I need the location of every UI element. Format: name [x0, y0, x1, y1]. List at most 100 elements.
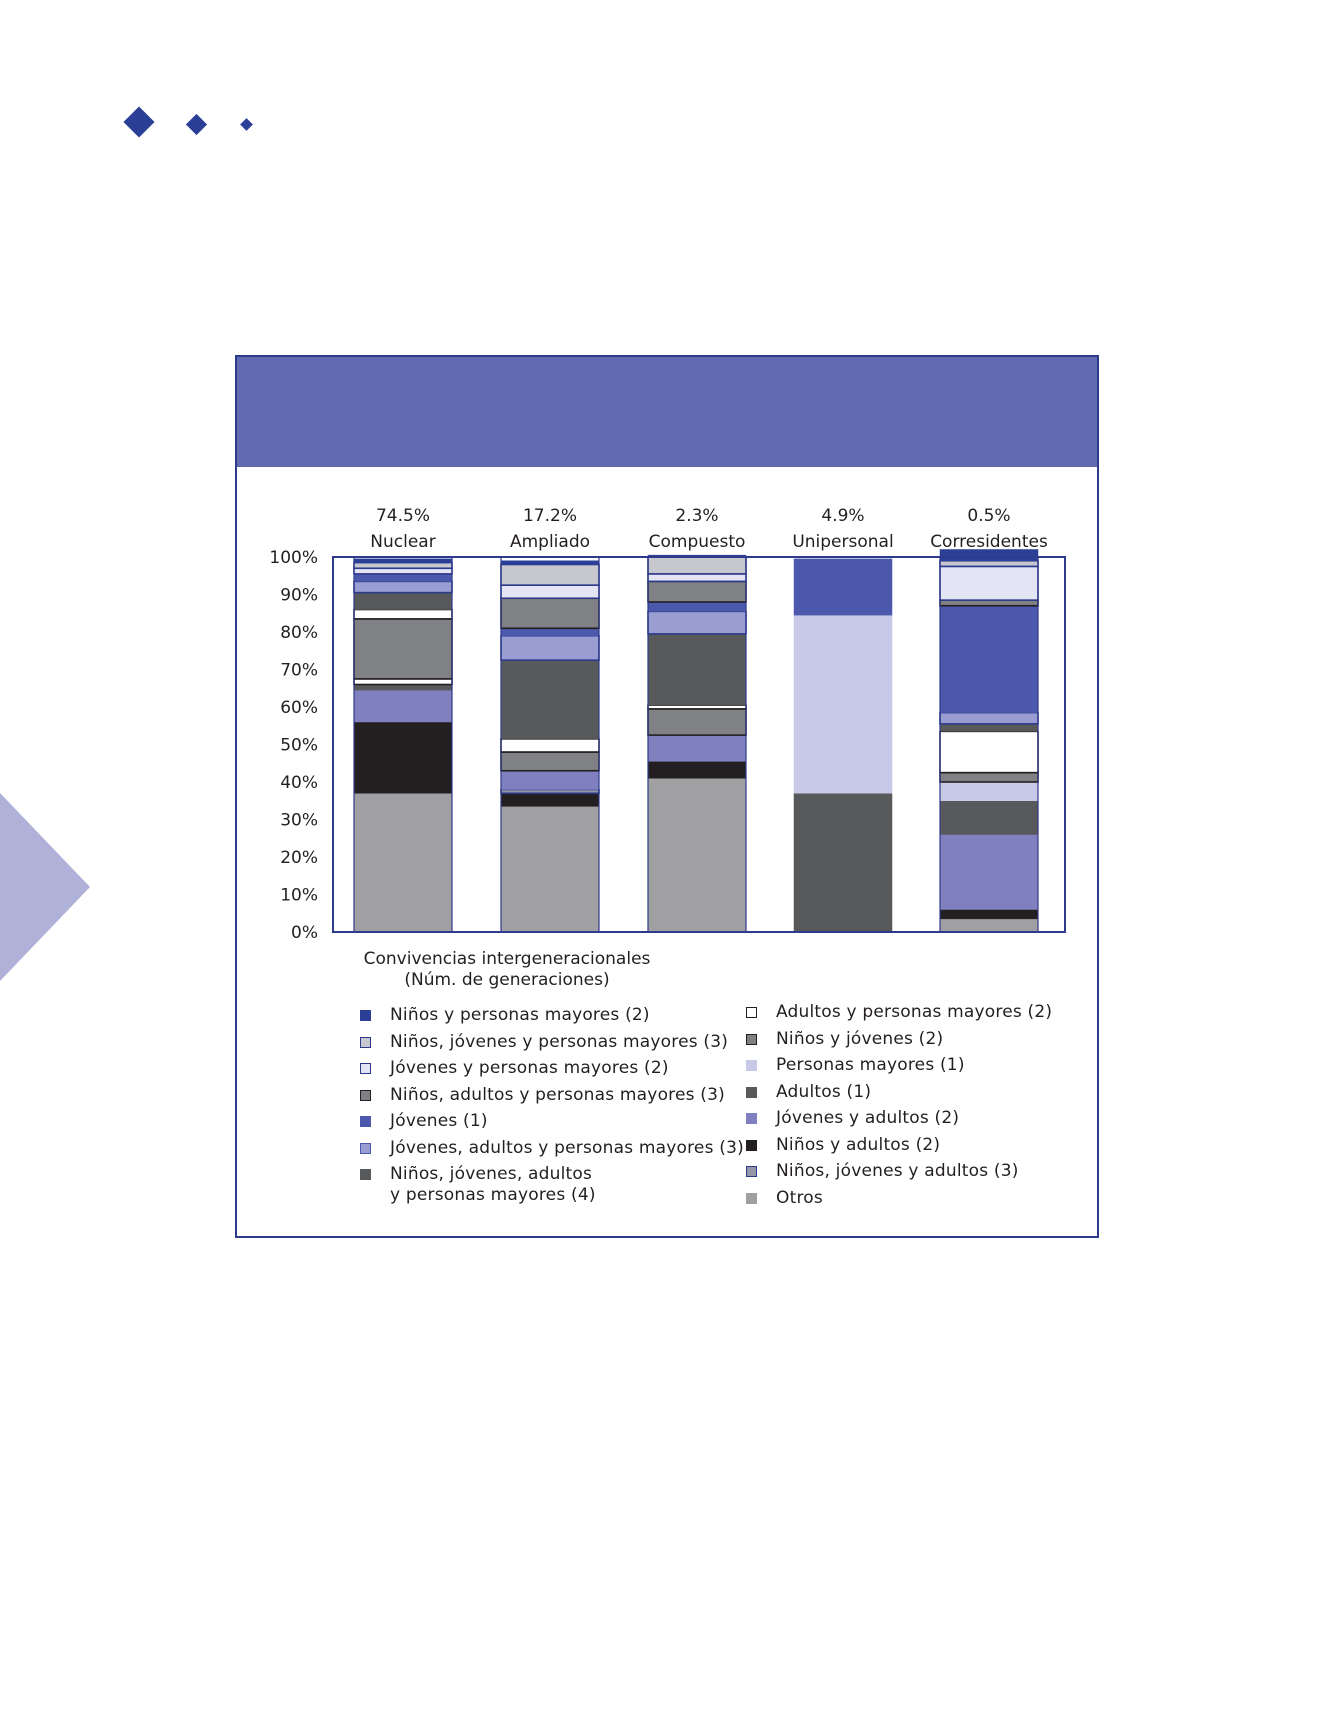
category-label: Unipersonal	[792, 532, 893, 552]
y-tick-label: 10%	[280, 886, 318, 906]
legend-swatch	[360, 1010, 371, 1021]
legend-label: Jóvenes, adultos y personas mayores (3)	[390, 1137, 744, 1158]
y-tick-label: 50%	[280, 736, 318, 756]
bar-segment	[647, 761, 747, 779]
bar-segment	[500, 563, 600, 586]
legend-label: Niños, adultos y personas mayores (3)	[390, 1084, 725, 1105]
category-share-label: 2.3%	[675, 506, 718, 526]
bar-segment	[500, 597, 600, 630]
bar-segment	[647, 633, 747, 706]
legend-label: Adultos (1)	[776, 1081, 872, 1102]
legend-label: Niños, jóvenes, adultos y personas mayore…	[390, 1164, 596, 1205]
legend-label: Jóvenes y personas mayores (2)	[390, 1058, 669, 1078]
legend-label: Niños, jóvenes y adultos (3)	[776, 1161, 1019, 1181]
x-axis-sublabel: (Núm. de generaciones)	[404, 970, 610, 990]
legend-label: Niños y jóvenes (2)	[776, 1028, 944, 1049]
bar-segment	[500, 806, 600, 933]
category-share-label: 4.9%	[821, 506, 864, 526]
bar-segment	[500, 628, 600, 636]
legend-swatch	[360, 1116, 371, 1127]
bar-segment	[353, 689, 453, 723]
y-tick-label: 80%	[280, 623, 318, 643]
legend-swatch	[746, 1166, 757, 1177]
y-tick-label: 60%	[280, 698, 318, 718]
bar-segment	[939, 909, 1039, 920]
chart-panel: 0% 10% 20% 30% 40% 50% 60% 70% 80% 90% 100% 74.5% Nu…	[235, 355, 1099, 1238]
x-axis-label: Convivencias intergeneracionales	[363, 949, 651, 969]
bar-segment	[353, 580, 453, 594]
bar-segment	[500, 659, 600, 740]
legend-label: Jóvenes y adultos (2)	[776, 1108, 960, 1128]
legend-swatch	[360, 1169, 371, 1180]
legend-swatch	[746, 1192, 757, 1204]
bar-segment	[647, 580, 747, 603]
side-triangle-decoration	[0, 793, 90, 981]
legend-swatch	[360, 1036, 371, 1048]
bar-segment	[353, 684, 453, 691]
y-tick-label: 30%	[280, 811, 318, 831]
bar-segment	[353, 558, 453, 563]
category-share-label: 0.5%	[967, 506, 1010, 526]
panel-header-band	[237, 357, 1097, 467]
bar-segment	[939, 599, 1039, 607]
bar-segment	[939, 605, 1039, 713]
bar-segment	[939, 800, 1039, 835]
legend-swatch	[746, 1007, 757, 1018]
bar-segment	[793, 558, 893, 616]
bar-segment	[353, 793, 453, 933]
category-label: Compuesto	[649, 532, 746, 552]
bar-segment	[353, 721, 453, 794]
bar-segment	[353, 567, 453, 575]
bar-segment	[939, 918, 1039, 933]
y-tick-label: 100%	[269, 548, 318, 568]
legend-label: Jóvenes (1)	[390, 1111, 488, 1131]
legend-label: Niños y adultos (2)	[776, 1134, 941, 1155]
category-label: Ampliado	[510, 532, 590, 552]
diamond-icon-medium	[185, 113, 208, 136]
bar-segment	[647, 778, 747, 933]
bar-segment	[939, 559, 1039, 568]
bar-segment	[793, 614, 893, 794]
bar-segment	[647, 708, 747, 736]
bar-segment	[939, 771, 1039, 783]
bar-segment	[939, 565, 1039, 601]
x-axis-caption: Convivencias intergeneracionales (Núm. d…	[357, 949, 657, 991]
bar-segment	[939, 781, 1039, 801]
legend-swatch	[746, 1139, 757, 1151]
y-tick-label: 70%	[280, 661, 318, 681]
bar-segment	[647, 704, 747, 710]
legend-swatch	[746, 1060, 757, 1071]
bar-segment	[500, 560, 600, 565]
bar-segment	[939, 711, 1039, 725]
bar-segment	[500, 788, 600, 795]
y-tick-label: 20%	[280, 848, 318, 868]
y-tick-label: 0%	[291, 923, 318, 943]
legend-label: Niños, jóvenes y personas mayores (3)	[390, 1031, 729, 1052]
bar-segment	[500, 738, 600, 753]
legend-swatch	[746, 1033, 757, 1045]
bar-segment	[353, 608, 453, 620]
bar-segment	[647, 734, 747, 762]
legend-swatch	[360, 1063, 371, 1074]
legend-label: Otros	[776, 1187, 823, 1208]
bar-segment	[647, 573, 747, 583]
bar-segment	[500, 584, 600, 600]
bar-segment	[793, 793, 893, 933]
bar-segment	[353, 573, 453, 582]
bar-segment	[939, 730, 1039, 774]
bar-segment	[647, 601, 747, 612]
legend-swatch	[746, 1086, 757, 1098]
legend-swatch	[360, 1089, 371, 1101]
y-tick-label: 90%	[280, 586, 318, 606]
bar-segment	[939, 723, 1039, 732]
stacked-bar-chart: 0% 10% 20% 30% 40% 50% 60% 70% 80% 90% 100% 74.5% Nu…	[269, 506, 1066, 943]
bar-segment	[500, 634, 600, 661]
bar-segment	[939, 834, 1039, 910]
bar-segment	[500, 770, 600, 790]
y-tick-label: 40%	[280, 773, 318, 793]
category-share-label: 17.2%	[523, 506, 577, 526]
category-label: Nuclear	[370, 532, 435, 552]
bar-segment	[353, 561, 453, 570]
bar-segment	[353, 618, 453, 680]
diamond-icon-small	[240, 118, 253, 131]
